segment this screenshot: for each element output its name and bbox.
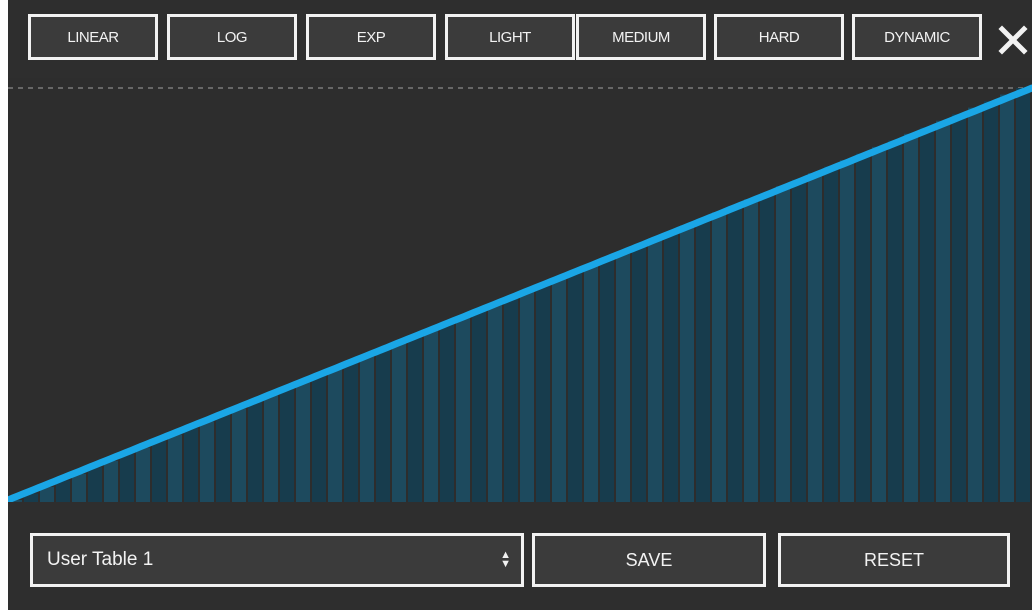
curve-bar[interactable] <box>264 395 278 502</box>
curve-bar[interactable] <box>680 225 694 502</box>
curve-bar[interactable] <box>344 362 358 502</box>
curve-bar[interactable] <box>936 120 950 502</box>
curve-bar[interactable] <box>40 486 54 502</box>
curve-bar[interactable] <box>904 133 918 502</box>
curve-bar[interactable] <box>1016 88 1030 502</box>
curve-bar[interactable] <box>8 500 22 502</box>
curve-bar[interactable] <box>792 179 806 502</box>
curve-bar[interactable] <box>72 473 86 502</box>
curve-bar[interactable] <box>216 414 230 502</box>
user-table-select-value: User Table 1 <box>47 549 154 570</box>
curve-bar[interactable] <box>280 388 294 502</box>
curve-bar[interactable] <box>1000 94 1014 502</box>
curve-bar[interactable] <box>168 434 182 502</box>
curve-bar[interactable] <box>984 101 998 502</box>
curve-bar[interactable] <box>744 199 758 503</box>
reset-button[interactable]: RESET <box>778 533 1010 587</box>
curve-bar[interactable] <box>632 244 646 502</box>
curve-bar[interactable] <box>600 258 614 502</box>
preset-button-dynamic[interactable]: DYNAMIC <box>852 14 982 60</box>
up-down-arrows-icon: ▲ ▼ <box>500 549 511 570</box>
curve-bar[interactable] <box>136 447 150 502</box>
curve-bar[interactable] <box>56 480 70 502</box>
save-button[interactable]: SAVE <box>532 533 766 587</box>
curve-bar[interactable] <box>184 428 198 502</box>
preset-button-medium[interactable]: MEDIUM <box>576 14 706 60</box>
curve-bar[interactable] <box>392 343 406 502</box>
curve-bar[interactable] <box>296 382 310 502</box>
preset-button-log[interactable]: LOG <box>167 14 297 60</box>
velocity-curve-graph[interactable] <box>4 78 1032 504</box>
curve-bar[interactable] <box>856 153 870 502</box>
curve-bar[interactable] <box>728 205 742 502</box>
curve-bar[interactable] <box>872 146 886 503</box>
curve-bar[interactable] <box>664 231 678 502</box>
curve-bar[interactable] <box>760 192 774 502</box>
curve-bar[interactable] <box>952 114 966 502</box>
curve-bar[interactable] <box>488 303 502 502</box>
curve-bar[interactable] <box>840 159 854 502</box>
curve-bar[interactable] <box>920 127 934 503</box>
close-icon <box>998 25 1028 55</box>
curve-bar[interactable] <box>472 310 486 502</box>
curve-bar[interactable] <box>152 441 166 502</box>
close-button[interactable] <box>995 22 1031 58</box>
curve-bar[interactable] <box>808 173 822 502</box>
curve-bar[interactable] <box>696 218 710 503</box>
curve-bar[interactable] <box>408 336 422 502</box>
curve-bar[interactable] <box>248 401 262 502</box>
curve-bar[interactable] <box>616 251 630 502</box>
curve-bar[interactable] <box>312 375 326 502</box>
curve-bar[interactable] <box>360 356 374 502</box>
curve-bar[interactable] <box>776 186 790 502</box>
curve-bar[interactable] <box>968 107 982 503</box>
curve-bar[interactable] <box>456 316 470 502</box>
curve-bar[interactable] <box>328 369 342 502</box>
curve-bar[interactable] <box>120 454 134 502</box>
curve-bar[interactable] <box>888 140 902 502</box>
curve-bar[interactable] <box>824 166 838 502</box>
preset-button-light[interactable]: LIGHT <box>445 14 575 60</box>
curve-bar[interactable] <box>504 297 518 502</box>
curve-bar[interactable] <box>520 290 534 502</box>
curve-bar[interactable] <box>648 238 662 502</box>
curve-bar[interactable] <box>200 421 214 502</box>
preset-button-hard[interactable]: HARD <box>714 14 844 60</box>
curve-bar[interactable] <box>568 271 582 502</box>
curve-bars <box>8 88 1030 503</box>
curve-bar[interactable] <box>552 277 566 502</box>
curve-canvas[interactable] <box>4 78 1032 504</box>
curve-bar[interactable] <box>424 329 438 502</box>
curve-bar[interactable] <box>376 349 390 502</box>
curve-bar[interactable] <box>24 493 38 502</box>
curve-bar[interactable] <box>104 460 118 502</box>
preset-button-linear[interactable]: LINEAR <box>28 14 158 60</box>
curve-bar[interactable] <box>440 323 454 502</box>
curve-bar[interactable] <box>88 467 102 502</box>
curve-bar[interactable] <box>712 212 726 502</box>
curve-bar[interactable] <box>232 408 246 502</box>
curve-line[interactable] <box>4 84 1032 504</box>
preset-button-exp[interactable]: EXP <box>306 14 436 60</box>
user-table-select[interactable]: User Table 1 ▲ ▼ <box>30 533 524 587</box>
curve-bar[interactable] <box>584 264 598 502</box>
curve-bar[interactable] <box>536 284 550 502</box>
